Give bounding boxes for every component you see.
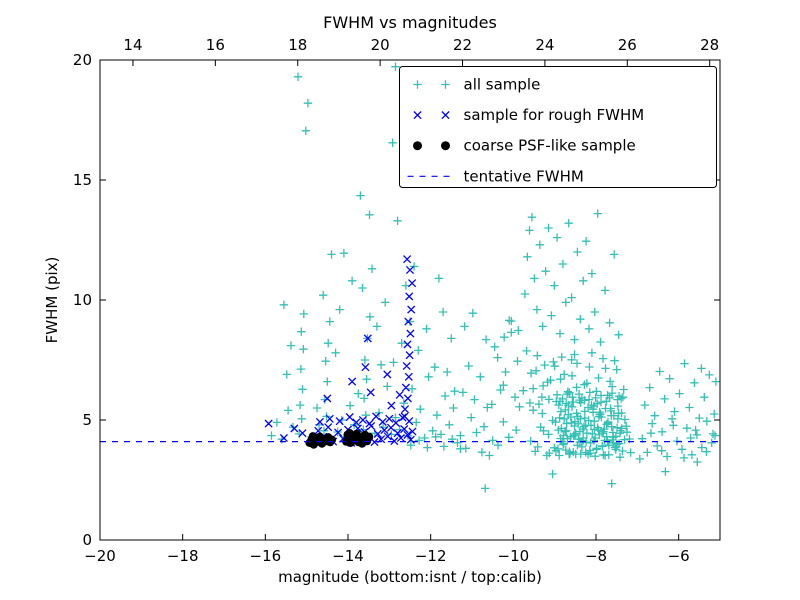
- plot-root: −20 −18 −16 −14 −12 −10 −8 −6 14 16 18 20 22 24 26 28 0 5…: [73, 36, 721, 565]
- series-coarse-psf-like-sample: [305, 429, 374, 449]
- y-tick-label: 0: [82, 531, 92, 549]
- x-top-tick-label: 16: [206, 36, 225, 54]
- x-top-tick-label: 22: [453, 36, 472, 54]
- x-top-tick-label: 18: [288, 36, 307, 54]
- legend-label: tentative FWHM: [464, 167, 584, 185]
- y-axis-label: FWHM (pix): [43, 257, 61, 344]
- legend-marker-circle: [441, 141, 450, 151]
- legend-marker-x: [441, 111, 450, 120]
- chart-title: FWHM vs magnitudes: [323, 13, 497, 32]
- y-tick-label: 5: [82, 411, 92, 429]
- x-top-tick-label: 28: [700, 36, 719, 54]
- x-bottom-tick-label: −18: [167, 547, 199, 565]
- x-bottom-tick-label: −16: [250, 547, 282, 565]
- legend-label: all sample: [464, 76, 541, 94]
- legend-marker-circle: [413, 141, 422, 151]
- legend-label: coarse PSF-like sample: [464, 137, 636, 155]
- x-top-tick-label: 20: [371, 36, 390, 54]
- y-tick-label: 20: [73, 51, 92, 69]
- y-tick-label: 15: [73, 171, 92, 189]
- x-bottom-tick-label: −12: [415, 547, 447, 565]
- x-top-tick-label: 14: [123, 36, 142, 54]
- x-bottom-tick-label: −14: [332, 547, 364, 565]
- series-all-sample: [267, 62, 720, 493]
- legend: all sample sample for rough FWHM coarse PS…: [399, 66, 717, 188]
- legend-marker-plus: [441, 80, 450, 89]
- legend-marker-plus: [413, 80, 422, 89]
- legend-marker-x: [413, 111, 422, 120]
- x-bottom-tick-label: −10: [498, 547, 530, 565]
- x-axis-label: magnitude (bottom:isnt / top:calib): [278, 568, 542, 586]
- x-bottom-tick-label: −6: [668, 547, 690, 565]
- x-top-tick-label: 24: [535, 36, 554, 54]
- x-bottom-tick-label: −20: [84, 547, 116, 565]
- y-tick-label: 10: [73, 291, 92, 309]
- legend-label: sample for rough FWHM: [464, 106, 645, 124]
- axes-frame: [99, 59, 721, 541]
- x-bottom-tick-label: −8: [585, 547, 607, 565]
- x-top-tick-label: 26: [618, 36, 637, 54]
- legend-box: [399, 66, 717, 188]
